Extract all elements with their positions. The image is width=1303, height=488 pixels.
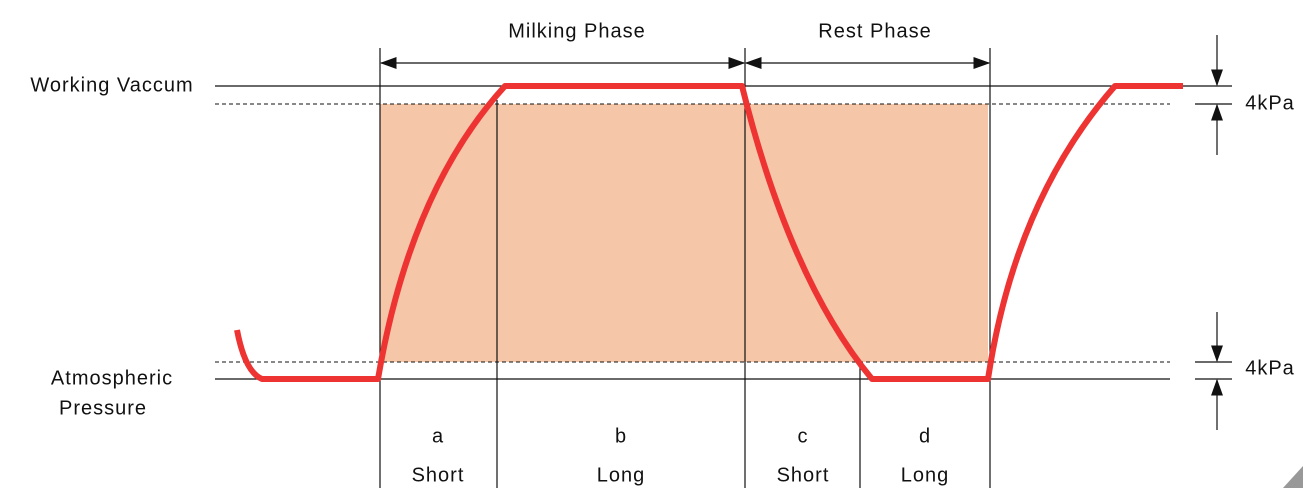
segment-letter: d (919, 425, 931, 447)
corner (1283, 466, 1303, 488)
segment-duration: Short (412, 464, 465, 486)
segment-letter: b (615, 425, 627, 447)
segment-letter: a (432, 425, 444, 447)
segment-duration: Long (901, 464, 950, 486)
segment-duration: Short (777, 464, 830, 486)
segment-letter: c (798, 425, 809, 447)
atmos-label: Atmospheric (51, 367, 173, 389)
rest-label: Rest Phase (818, 20, 931, 42)
atmos-label: Pressure (59, 397, 147, 419)
band-label: 4kPa (1245, 92, 1295, 114)
working-label: Working Vaccum (30, 74, 193, 96)
segment-duration: Long (597, 464, 646, 486)
pressure-curve (234, 83, 1183, 382)
band-label: 4kPa (1245, 357, 1295, 379)
milking-label: Milking Phase (508, 20, 646, 42)
milking-area (380, 104, 988, 362)
